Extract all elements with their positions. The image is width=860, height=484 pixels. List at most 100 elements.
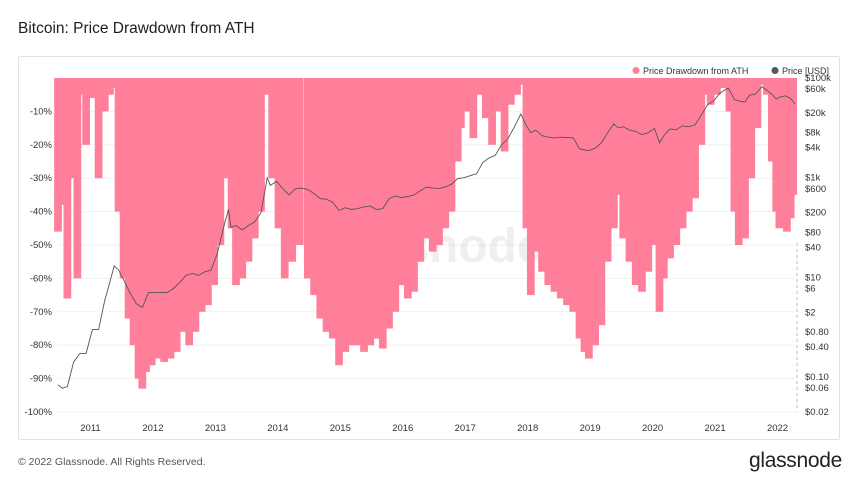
drawdown-bar <box>701 78 710 95</box>
drawdown-bar <box>556 78 565 299</box>
y-right-tick-label: $600 <box>805 184 826 195</box>
copyright-footer: © 2022 Glassnode. All Rights Reserved. <box>18 456 206 468</box>
drawdown-bar <box>531 78 540 252</box>
drawdown-bar <box>366 78 375 346</box>
drawdown-bar <box>441 78 450 229</box>
y-right-tick-label: $40 <box>805 242 821 253</box>
drawdown-bar <box>447 78 456 212</box>
drawdown-bar <box>614 78 623 195</box>
drawdown-bar <box>422 78 431 239</box>
y-right-tick-label: $1k <box>805 173 821 184</box>
y-right-tick-label: $10 <box>805 272 821 283</box>
drawdown-bar <box>341 78 350 352</box>
drawdown-bar <box>672 78 681 245</box>
drawdown-bar <box>638 78 646 292</box>
drawdown-bar <box>322 78 331 332</box>
drawdown-bar <box>585 78 593 359</box>
y-right-tick-label: $0.40 <box>805 342 829 353</box>
drawdown-bar <box>360 78 368 352</box>
price-line <box>57 86 796 389</box>
drawdown-bar <box>403 78 412 299</box>
y-left-tick-label: -60% <box>30 273 53 284</box>
drawdown-bar <box>719 78 728 89</box>
drawdown-bar <box>730 78 739 212</box>
y-left-tick-label: -20% <box>30 140 53 151</box>
x-tick-label: 2021 <box>704 423 725 434</box>
brand-logo: glassnode <box>748 449 842 472</box>
y-right-tick-label: $0.06 <box>805 383 829 394</box>
y-left-tick-label: -70% <box>30 307 53 318</box>
drawdown-bar <box>591 78 600 346</box>
drawdown-bar <box>778 78 787 179</box>
drawdown-bar <box>550 78 559 292</box>
x-axis: 2011 2012 2013 2014 2015 2016 2017 2018 2019 2020… <box>80 423 788 434</box>
drawdown-bar <box>655 78 664 312</box>
drawdown-bar <box>580 78 589 352</box>
drawdown-bar <box>172 78 181 352</box>
y-left-tick-label: -10% <box>30 106 53 117</box>
drawdown-bar <box>753 78 762 129</box>
drawdown-bar <box>310 78 318 296</box>
drawdown-bar <box>619 78 628 239</box>
x-tick-label: 2016 <box>392 423 413 434</box>
drawdown-bar <box>563 78 571 306</box>
y-left-tick-label: -50% <box>30 240 53 251</box>
x-tick-label: 2022 <box>767 423 788 434</box>
drawdown-bar <box>678 78 687 229</box>
y-right-tick-label: $0.80 <box>805 327 829 338</box>
y-right-tick-label: $80 <box>805 227 821 238</box>
x-tick-label: 2014 <box>267 423 288 434</box>
drawdown-bar <box>713 78 721 95</box>
y-right-tick-label: $20k <box>805 108 826 119</box>
legend-label-drawdown[interactable]: Price Drawdown from ATH <box>643 66 748 76</box>
y-right-tick-label: $6 <box>805 283 816 294</box>
x-tick-label: 2013 <box>205 423 226 434</box>
legend[interactable]: Price Drawdown from ATH Price [USD] <box>632 66 830 76</box>
drawdown-bar <box>114 78 123 212</box>
drawdown-bar <box>725 78 734 112</box>
y-left-tick-label: -100% <box>25 407 53 418</box>
y-left-tick-label: -90% <box>30 374 53 385</box>
drawdown-bar <box>391 78 400 312</box>
drawdown-bar <box>68 78 77 179</box>
drawdown-bar <box>597 78 606 326</box>
drawdown-bar <box>197 78 206 312</box>
price-line-group <box>57 86 796 389</box>
drawdown-bar <box>216 78 225 245</box>
drawdown-bar <box>526 78 535 296</box>
drawdown-bar <box>500 78 509 152</box>
drawdown-bar <box>741 78 749 239</box>
drawdown-bar <box>142 78 150 372</box>
drawdown-bar <box>82 78 90 145</box>
drawdown-bar <box>522 78 531 229</box>
drawdown-bar <box>513 78 521 95</box>
drawdown-bar <box>428 78 437 252</box>
drawdown-bar <box>747 78 756 179</box>
y-right-tick-label: $4k <box>805 143 821 154</box>
drawdown-bar <box>244 78 253 262</box>
x-tick-label: 2019 <box>580 423 601 434</box>
chart-title: Bitcoin: Price Drawdown from ATH <box>18 20 255 37</box>
drawdown-bar <box>789 78 797 195</box>
drawdown-bar <box>262 78 270 95</box>
drawdown-bar <box>763 78 771 95</box>
drawdown-bar <box>268 78 277 179</box>
drawdown-bar <box>347 78 356 346</box>
drawdown-bar <box>544 78 553 286</box>
drawdown-bar <box>659 78 668 279</box>
drawdown-bar <box>516 78 525 85</box>
legend-label-price[interactable]: Price [USD] <box>782 66 829 76</box>
x-tick-label: 2015 <box>330 423 351 434</box>
drawdown-bar <box>129 78 138 346</box>
legend-swatch-price <box>771 67 779 74</box>
drawdown-bar <box>232 78 240 286</box>
drawdown-bar <box>469 78 478 139</box>
drawdown-bar <box>303 78 312 279</box>
drawdown-bar <box>280 78 289 279</box>
drawdown-bar <box>456 78 465 129</box>
drawdown-bar <box>119 78 128 279</box>
drawdown-bar <box>706 78 715 105</box>
drawdown-bar <box>758 78 766 85</box>
x-tick-label: 2020 <box>642 423 663 434</box>
